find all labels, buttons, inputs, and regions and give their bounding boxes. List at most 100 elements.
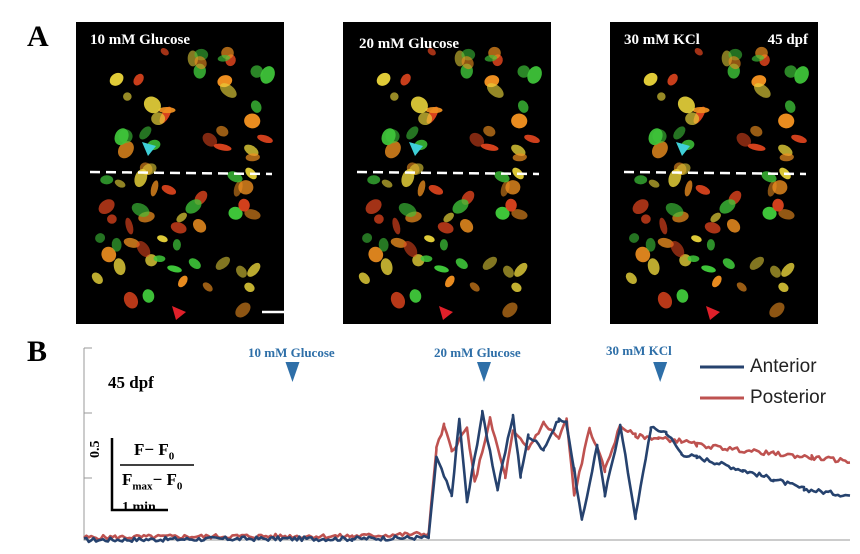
cell [142,289,155,303]
cell [459,219,474,233]
cell [629,233,640,243]
cell [143,96,161,114]
ap-boundary-line [623,170,807,176]
cell [380,258,393,276]
cell [484,54,498,62]
cell [217,54,231,62]
cell [384,141,401,159]
cell [502,302,518,318]
cell [670,241,685,258]
cell [511,113,528,129]
cyan-arrowhead [409,142,423,156]
cell [150,180,159,197]
cell [194,56,207,70]
cell [392,217,401,235]
cell [114,128,129,146]
cell [645,237,656,252]
cell [188,258,201,270]
cell [192,219,207,233]
cell [695,184,711,195]
cell [517,65,531,78]
cell [517,100,529,113]
cell [238,180,254,195]
cell [439,239,448,251]
cell [719,199,736,214]
cell [514,262,528,277]
cell [390,92,399,101]
cell [648,128,663,146]
cell [469,282,480,292]
stimulus-marker [285,362,300,382]
cell [512,153,527,162]
cell [101,246,117,263]
cell [455,258,468,270]
series-line-anterior [83,409,851,544]
cell [751,75,767,88]
cell [779,153,794,162]
cell [176,212,187,223]
cell [694,47,703,56]
cell [685,112,700,126]
cell [158,107,176,114]
cell [420,255,433,263]
cell [111,237,122,252]
cell [358,272,370,284]
cell [257,134,273,144]
cell [151,112,166,126]
stage-label-a: 45 dpf [767,32,808,48]
cell [217,75,233,88]
cell [483,125,496,137]
cell [657,291,673,309]
cell [160,47,169,56]
cell [641,214,651,224]
stimulus-marker [653,362,668,382]
cell [527,66,542,84]
cell [728,56,741,70]
cell [247,262,261,277]
cell [772,198,784,212]
cell [398,202,417,217]
micrograph-2: 20 mM Glucose [343,22,551,324]
cell [736,132,752,147]
cell [409,289,422,303]
cells-layer [89,46,284,320]
cell [109,72,124,86]
cell [131,202,150,217]
scale-bracket [110,438,168,512]
cell [726,219,741,233]
cell [202,132,218,147]
cell [215,256,230,270]
cell [657,237,674,248]
cell [365,199,382,215]
cell [157,235,168,243]
cell [170,222,187,234]
cell [704,222,721,234]
cell [178,275,188,288]
cell [781,262,795,277]
cell [749,256,764,270]
cell [98,199,115,215]
cell [202,282,213,292]
cell [213,143,232,151]
cell [91,272,103,284]
cell [770,265,781,278]
cell [625,272,637,284]
cell [651,141,668,159]
cell [244,209,261,220]
cell [403,241,418,258]
cell [505,198,517,212]
cell [648,179,660,188]
micrograph-3: 30 mM KCl 45 dpf [610,22,818,324]
cell [706,239,715,251]
cell [778,209,795,220]
cell [133,73,144,86]
scale-x-label: 1 min [122,500,156,515]
cell [167,265,182,273]
cell [172,239,181,251]
micrograph-1: 10 mM Glucose [76,22,284,324]
stimulus-marker [476,362,491,382]
cell [185,199,202,214]
cell [250,100,262,113]
cell [676,289,689,303]
cell [117,141,134,159]
